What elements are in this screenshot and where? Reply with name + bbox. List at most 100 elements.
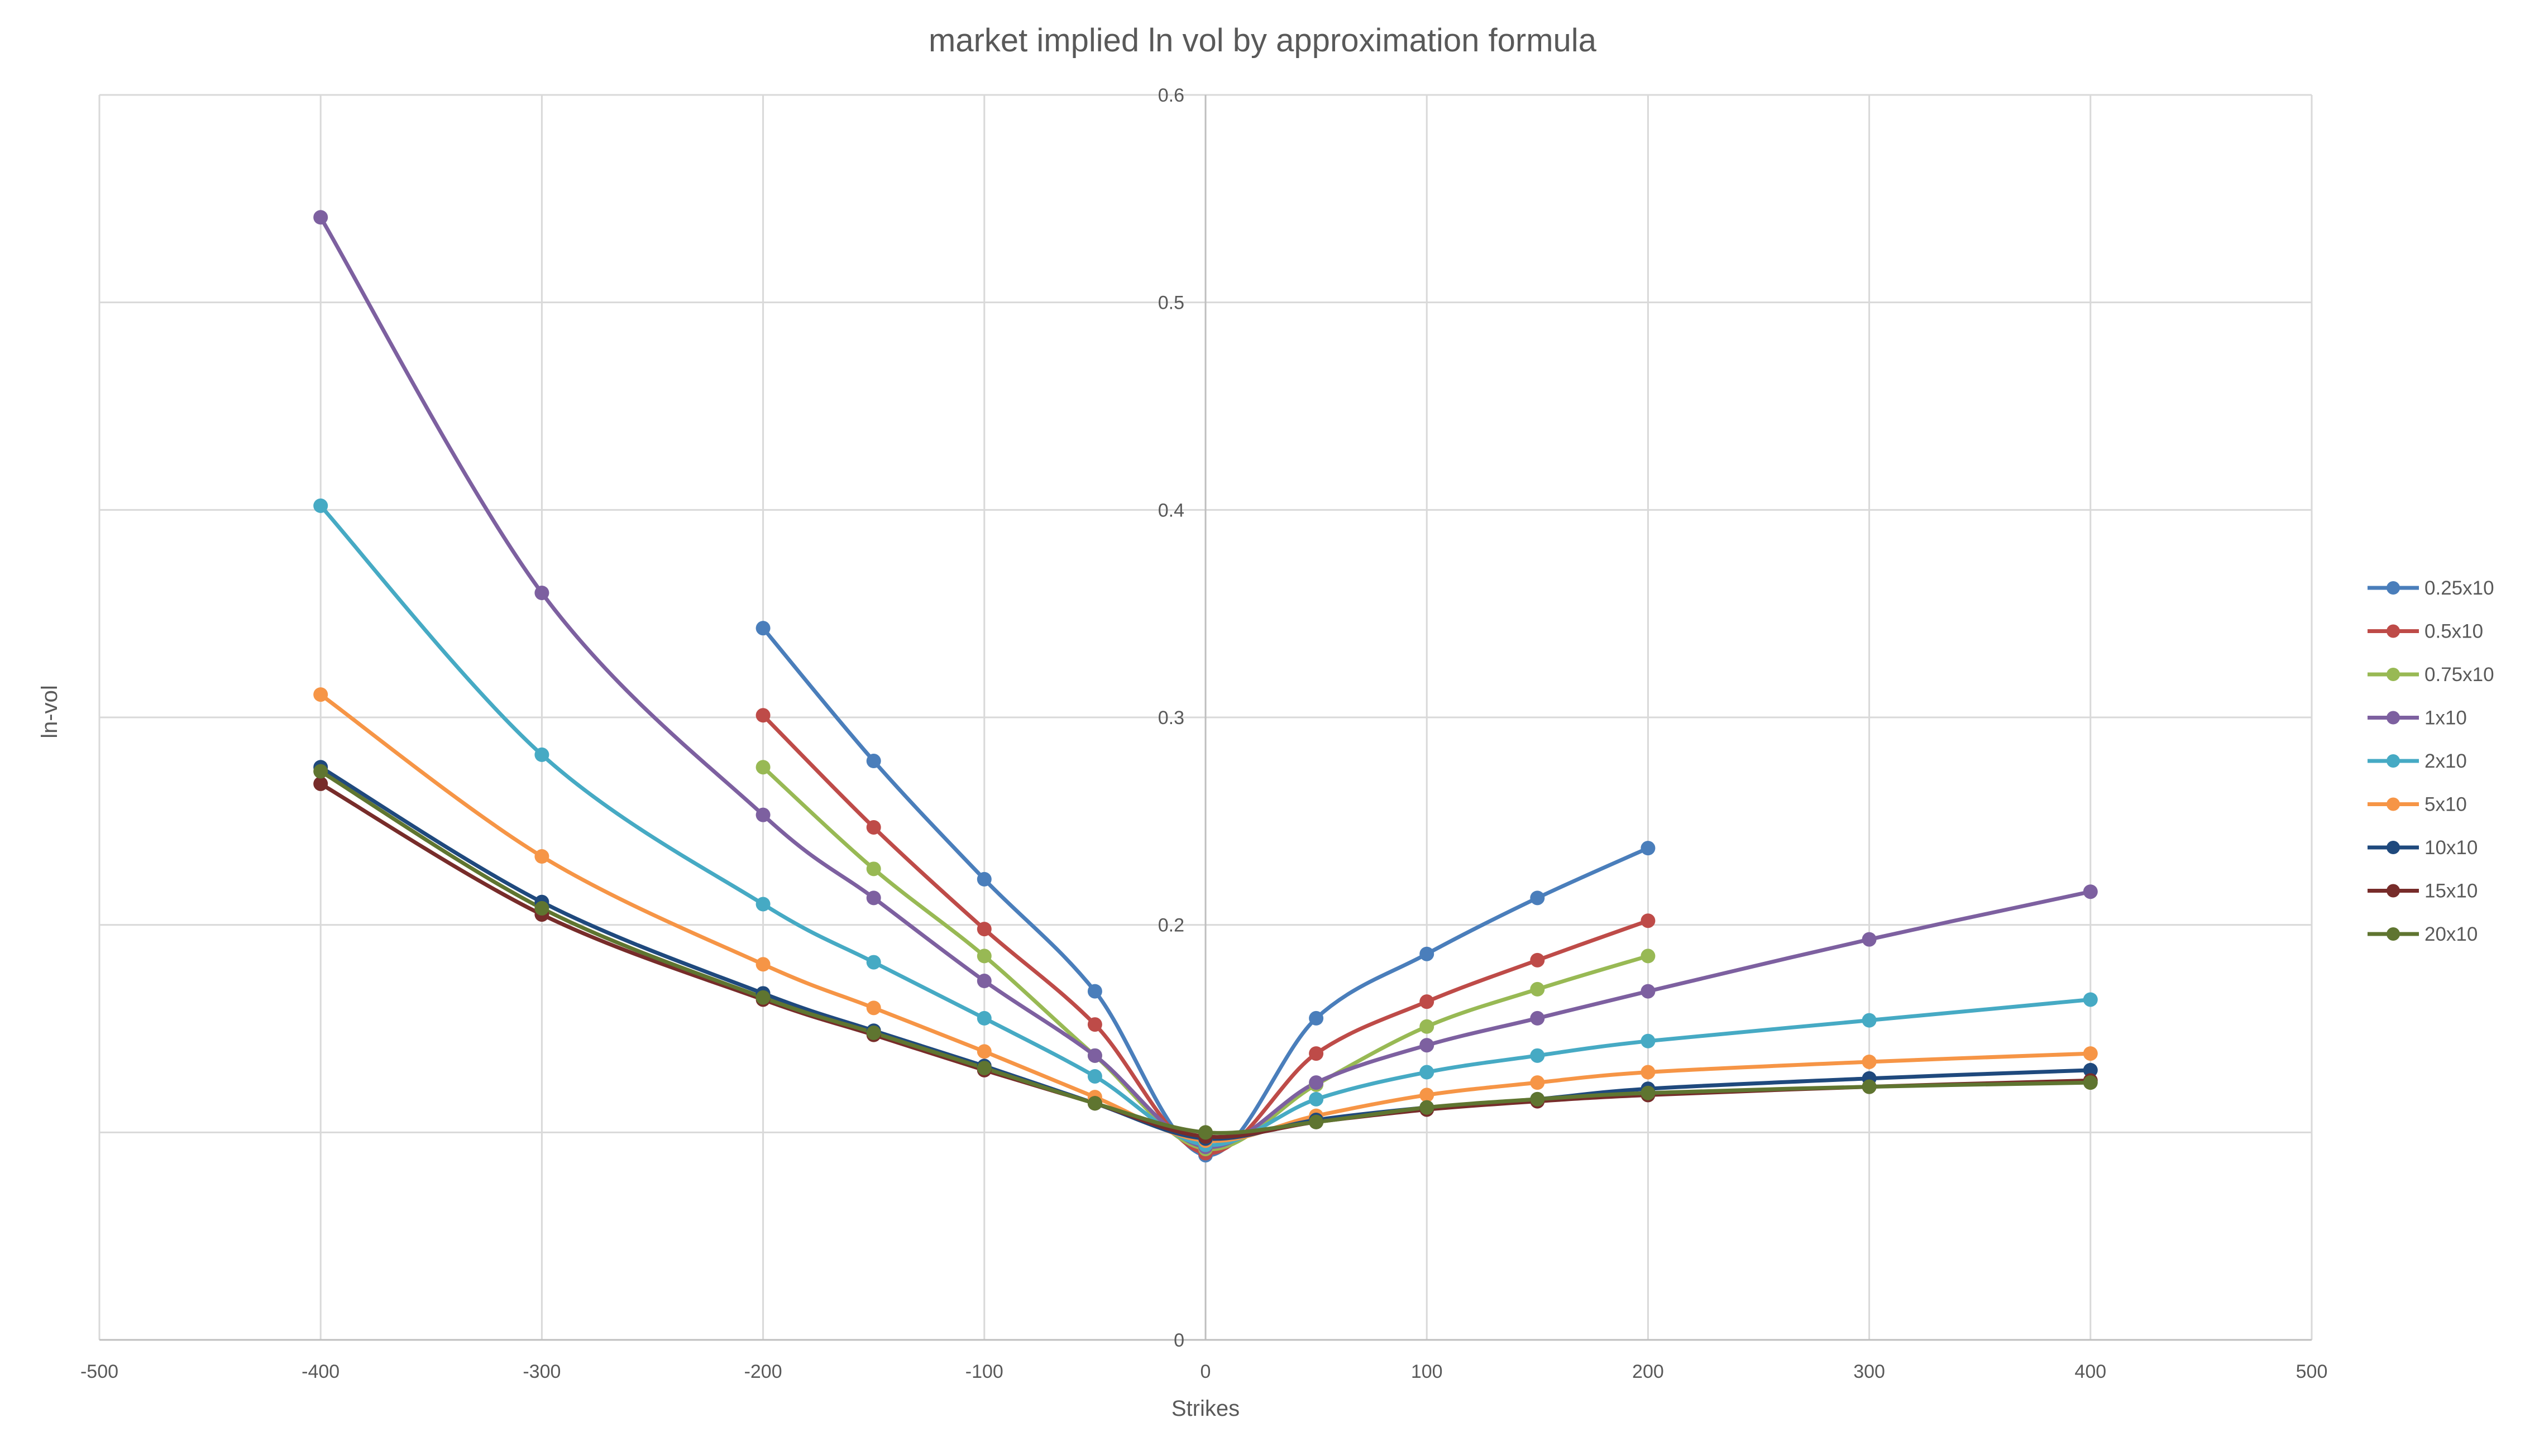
data-point xyxy=(2083,1075,2098,1090)
legend-item: 5x10 xyxy=(2368,794,2467,816)
data-point xyxy=(1087,1048,1102,1063)
data-point xyxy=(1530,1091,1545,1107)
data-point xyxy=(755,760,771,775)
legend-label: 0.25x10 xyxy=(2424,577,2494,599)
legend-label: 20x10 xyxy=(2424,923,2478,945)
data-point xyxy=(1419,1100,1434,1115)
y-tick-label: 0.2 xyxy=(1158,915,1184,936)
data-point xyxy=(1641,949,1656,964)
data-point xyxy=(313,776,328,791)
data-point xyxy=(1419,946,1434,961)
data-point xyxy=(1419,1038,1434,1053)
data-point xyxy=(2083,1046,2098,1061)
legend-label: 10x10 xyxy=(2424,837,2478,859)
y-axis-title: ln-vol xyxy=(37,685,62,739)
data-point xyxy=(1530,890,1545,906)
data-point xyxy=(1862,1079,1877,1094)
legend-item: 1x10 xyxy=(2368,707,2467,729)
data-point xyxy=(534,901,549,916)
legend-item: 0.5x10 xyxy=(2368,621,2483,643)
data-point xyxy=(1530,1048,1545,1063)
legend-swatch-marker xyxy=(2387,754,2400,768)
tick-labels: -500 -400 -300 -200 -100 0 100 200 300 400 500 0 0.2… xyxy=(80,85,2327,1382)
data-point xyxy=(977,922,992,937)
data-point xyxy=(866,955,881,970)
data-point xyxy=(534,586,549,600)
data-point xyxy=(1530,1075,1545,1090)
x-tick-label: 300 xyxy=(1853,1361,1885,1382)
data-point xyxy=(1530,1010,1545,1026)
data-point xyxy=(1641,984,1656,999)
data-point xyxy=(866,1025,881,1040)
data-point xyxy=(977,1010,992,1026)
data-point xyxy=(1641,1085,1656,1100)
data-point xyxy=(977,1044,992,1059)
y-tick-label: 0.5 xyxy=(1158,293,1184,314)
legend-item: 20x10 xyxy=(2368,923,2478,945)
data-point xyxy=(1641,1033,1656,1048)
y-tick-label: 0 xyxy=(1174,1330,1184,1351)
data-point xyxy=(977,974,992,989)
data-point xyxy=(1530,981,1545,997)
y-tick-label: 0.6 xyxy=(1158,85,1184,106)
x-tick-label: -100 xyxy=(965,1361,1003,1382)
data-point xyxy=(866,820,881,835)
legend-item: 0.25x10 xyxy=(2368,577,2494,599)
data-point xyxy=(755,621,771,636)
data-point xyxy=(755,897,771,912)
data-point xyxy=(1309,1010,1324,1026)
legend-label: 0.5x10 xyxy=(2424,621,2483,643)
data-point xyxy=(1862,1054,1877,1069)
data-point xyxy=(1087,1017,1102,1032)
legend-item: 2x10 xyxy=(2368,750,2467,772)
data-point xyxy=(1419,1065,1434,1080)
legend-label: 1x10 xyxy=(2424,707,2467,729)
legend-swatch-marker xyxy=(2387,841,2400,854)
legend-item: 10x10 xyxy=(2368,837,2478,859)
data-point xyxy=(755,807,771,822)
data-point xyxy=(755,990,771,1005)
legend-item: 0.75x10 xyxy=(2368,664,2494,686)
data-point xyxy=(1419,1088,1434,1103)
legend-label: 5x10 xyxy=(2424,794,2467,816)
data-point xyxy=(1198,1125,1213,1140)
x-tick-label: -200 xyxy=(744,1361,782,1382)
legend: 0.25x10 0.5x10 0.75x10 1x10 2x10 5x10 10x10 15x… xyxy=(2368,577,2494,945)
legend-swatch-marker xyxy=(2387,711,2400,725)
data-point xyxy=(755,708,771,723)
legend-swatch-marker xyxy=(2387,624,2400,638)
y-tick-label: 0.4 xyxy=(1158,500,1184,521)
x-tick-label: 400 xyxy=(2074,1361,2106,1382)
legend-swatch-marker xyxy=(2387,797,2400,811)
data-point xyxy=(2083,884,2098,899)
x-tick-label: -400 xyxy=(302,1361,339,1382)
legend-swatch-marker xyxy=(2387,668,2400,681)
data-point xyxy=(977,949,992,964)
x-tick-label: -500 xyxy=(80,1361,118,1382)
legend-item: 15x10 xyxy=(2368,880,2478,902)
legend-swatch-marker xyxy=(2387,927,2400,941)
x-tick-label: -300 xyxy=(523,1361,561,1382)
x-tick-label: 500 xyxy=(2296,1361,2328,1382)
data-point xyxy=(313,687,328,702)
x-tick-label: 100 xyxy=(1411,1361,1443,1382)
legend-swatch-marker xyxy=(2387,884,2400,898)
data-point xyxy=(866,890,881,906)
legend-label: 0.75x10 xyxy=(2424,664,2494,686)
data-point xyxy=(1641,1065,1656,1080)
data-point xyxy=(1641,913,1656,928)
data-point xyxy=(1087,984,1102,999)
data-point xyxy=(313,210,328,225)
data-point xyxy=(866,1000,881,1016)
series-line-4 xyxy=(318,504,2093,1147)
data-point xyxy=(1862,1013,1877,1028)
data-point xyxy=(1087,1069,1102,1084)
series-line-1 xyxy=(761,713,1650,1156)
data-point xyxy=(313,764,328,779)
data-point xyxy=(866,754,881,769)
data-point xyxy=(1530,952,1545,968)
data-point xyxy=(1087,1096,1102,1111)
data-point xyxy=(534,849,549,864)
